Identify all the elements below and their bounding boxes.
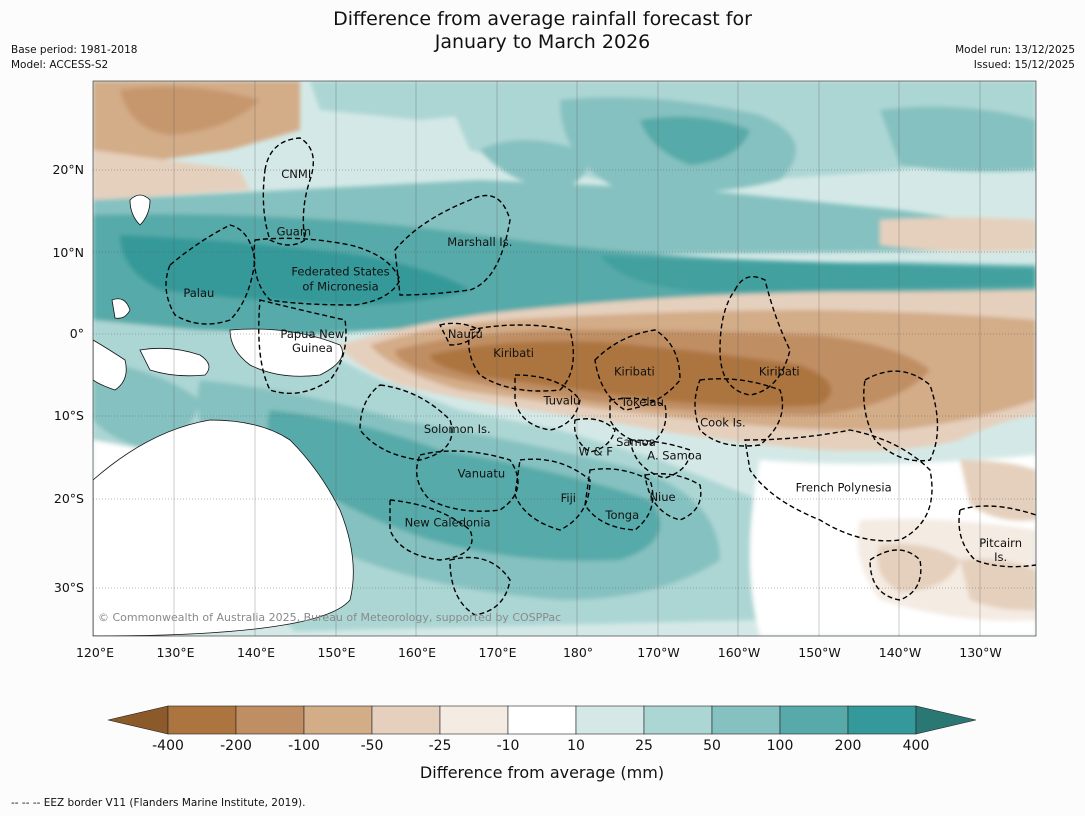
colorbar-segment [167,705,237,735]
colorbar-max-extension [915,705,977,735]
map-frame [92,80,1037,637]
place-label: Pitcairn [979,536,1022,550]
place-label: Tonga [604,508,639,522]
colorbar-segment [303,705,373,735]
colorbar-tick-label: 50 [703,738,721,754]
colorbar-segment [779,705,849,735]
place-label: Papua New [280,327,344,341]
longitude-tick-label: 150°E [317,645,355,660]
colorbar-segment [235,705,305,735]
place-label: Vanuatu [458,466,505,480]
longitude-tick-label: 180° [563,645,593,660]
place-label: Samoa [616,435,656,449]
place-label: Cook Is. [700,416,745,430]
latitude-tick-label: 0° [70,326,84,341]
latitude-tick-label: 20°N [52,162,84,177]
latitude-tick-label: 10°N [52,245,84,260]
longitude-tick-label: 140°E [237,645,275,660]
colorbar-tick-label: -10 [497,738,520,754]
place-label: A. Samoa [647,448,702,462]
title-line-1: Difference from average rainfall forecas… [333,8,752,30]
latitude-lines [93,169,1036,589]
latitude-tick-label: 10°S [54,408,84,423]
colorbar-title: Difference from average (mm) [420,763,664,782]
colorbar-tick-label: 100 [767,738,794,754]
model-run: Model run: 13/12/2025 [955,44,1075,56]
meta-right: Model run: 13/12/2025 Issued: 15/12/2025 [955,43,1075,73]
longitude-tick-label: 170°E [478,645,516,660]
place-label: Federated States [291,265,389,279]
latitude-labels: 20°N 10°N 0° 10°S 20°S 30°S [52,162,84,595]
colorbar-tick-label: -100 [288,738,320,754]
colorbar-tick-label: 25 [635,738,653,754]
map-title: Difference from average rainfall forecas… [0,8,1085,54]
longitude-tick-label: 120°E [76,645,114,660]
landmasses [93,194,354,636]
longitude-tick-label: 170°W [637,645,679,660]
place-label: W & F [579,444,613,458]
title-line-2: January to March 2026 [434,31,651,53]
graticule [173,81,981,636]
eez-footnote: -- -- -- EEZ border V11 (Flanders Marine… [11,797,306,809]
place-label: Niue [649,490,675,504]
place-label: Kiribati [614,365,655,379]
colorbar-segment [643,705,713,735]
issued-date: Issued: 15/12/2025 [973,59,1075,71]
place-label: Guam [277,225,311,239]
place-label: Tokelau [620,395,664,409]
place-label: New Caledonia [405,516,491,530]
longitude-tick-label: 160°W [718,645,760,660]
colorbar-tick-label: -50 [361,738,384,754]
colorbar-segment [371,705,441,735]
place-label: Palau [183,286,214,300]
longitude-labels: 120°E 130°E 140°E 150°E 160°E 170°E 180° 170°W 1… [76,645,1002,660]
place-label: Solomon Is. [424,422,491,436]
place-label: Kiribati [759,365,800,379]
colorbar-tick-label: 200 [835,738,862,754]
longitude-tick-label: 160°E [398,645,436,660]
eez-borders [165,137,1036,616]
meta-left: Base period: 1981-2018 Model: ACCESS-S2 [11,43,137,73]
longitude-tick-label: 140°W [879,645,921,660]
model-name: Model: ACCESS-S2 [11,59,109,71]
place-label: Nauru [448,327,483,341]
place-label: Marshall Is. [447,235,512,249]
anomaly-fields [93,81,1036,636]
colorbar: -400 -200 -100 -50 -25 -10 10 25 50 100 200 400 [107,705,977,754]
colorbar-tick-label: -200 [220,738,252,754]
colorbar-tick-label: 400 [903,738,930,754]
colorbar-tick-label: -400 [152,738,184,754]
colorbar-tick-label: -25 [429,738,452,754]
longitude-tick-label: 130°W [959,645,1001,660]
place-label: Tuvalu [542,393,580,407]
colorbar-segment [847,705,917,735]
colorbar-tick-label: 10 [567,738,585,754]
longitude-tick-label: 130°E [156,645,194,660]
colorbar-min-extension [107,705,169,735]
colorbar-segment [575,705,645,735]
place-label: CNMI [281,167,311,181]
latitude-tick-label: 20°S [54,491,84,506]
place-label: of Micronesia [302,279,378,293]
place-label: Is. [994,550,1007,564]
place-label: Fiji [561,491,576,505]
longitude-tick-label: 150°W [798,645,840,660]
copyright-notice: © Commonwealth of Australia 2025, Bureau… [98,611,561,624]
colorbar-segment [711,705,781,735]
base-period: Base period: 1981-2018 [11,44,138,56]
place-label: Kiribati [493,346,534,360]
latitude-tick-label: 30°S [54,580,84,595]
colorbar-segment [439,705,509,735]
place-label: French Polynesia [796,480,892,494]
colorbar-segment [507,705,577,735]
place-label: Guinea [292,341,333,355]
